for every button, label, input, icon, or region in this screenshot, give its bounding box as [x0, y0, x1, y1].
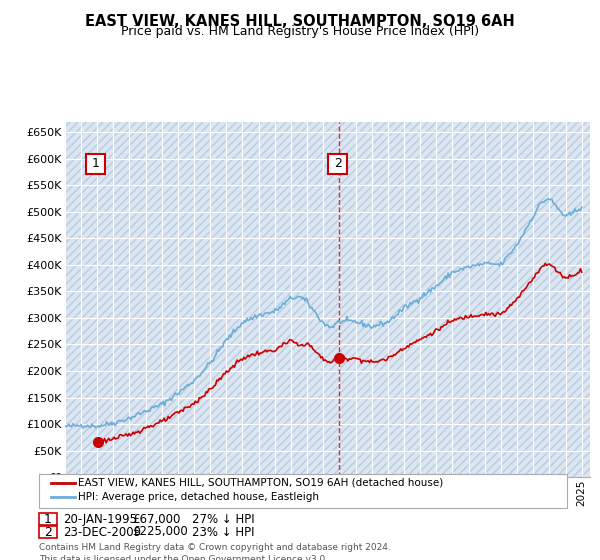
FancyBboxPatch shape [328, 154, 347, 174]
FancyBboxPatch shape [86, 154, 105, 174]
Text: HPI: Average price, detached house, Eastleigh: HPI: Average price, detached house, East… [78, 492, 319, 502]
Text: EAST VIEW, KANES HILL, SOUTHAMPTON, SO19 6AH: EAST VIEW, KANES HILL, SOUTHAMPTON, SO19… [85, 14, 515, 29]
Text: 27% ↓ HPI: 27% ↓ HPI [192, 512, 254, 526]
Text: 23-DEC-2009: 23-DEC-2009 [63, 525, 141, 539]
Text: 2: 2 [44, 525, 52, 539]
Text: 2: 2 [334, 157, 342, 170]
Text: £67,000: £67,000 [132, 512, 181, 526]
Text: EAST VIEW, KANES HILL, SOUTHAMPTON, SO19 6AH (detached house): EAST VIEW, KANES HILL, SOUTHAMPTON, SO19… [78, 478, 443, 488]
Text: 1: 1 [92, 157, 100, 170]
Text: £225,000: £225,000 [132, 525, 188, 539]
Text: Price paid vs. HM Land Registry's House Price Index (HPI): Price paid vs. HM Land Registry's House … [121, 25, 479, 38]
Text: Contains HM Land Registry data © Crown copyright and database right 2024.
This d: Contains HM Land Registry data © Crown c… [39, 543, 391, 560]
Text: 23% ↓ HPI: 23% ↓ HPI [192, 525, 254, 539]
Text: 1: 1 [44, 512, 52, 526]
Text: 20-JAN-1995: 20-JAN-1995 [63, 512, 137, 526]
